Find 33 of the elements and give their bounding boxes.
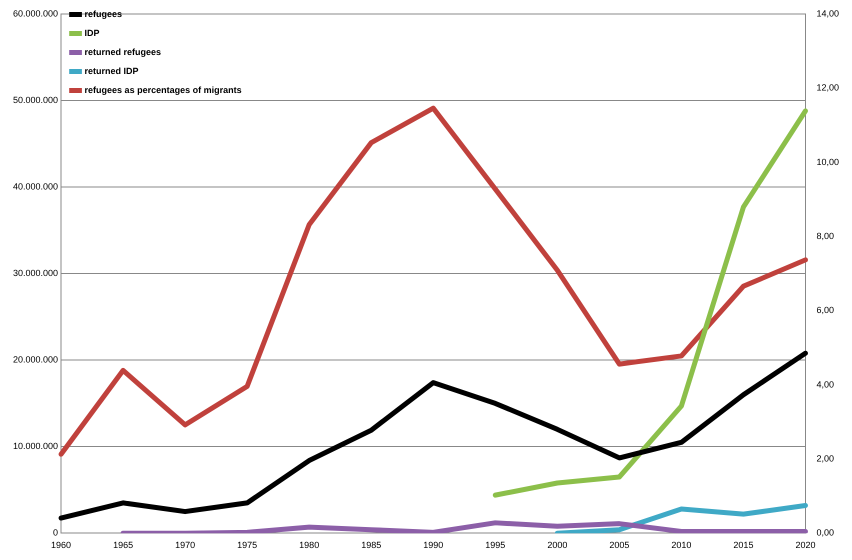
y2-tick-label: 6,00 — [816, 305, 834, 316]
legend-label: IDP — [84, 28, 100, 38]
y2-tick-label: 4,00 — [816, 379, 834, 390]
x-tick-label: 1980 — [299, 540, 320, 550]
x-tick-label: 1995 — [485, 540, 506, 550]
x-tick-label: 2010 — [671, 540, 692, 550]
x-tick-label: 2015 — [733, 540, 754, 550]
y2-tick-label: 12,00 — [816, 82, 840, 93]
y2-tick-label: 10,00 — [816, 156, 840, 167]
y-tick-label: 30.000.000 — [12, 268, 58, 278]
x-tick-label: 1990 — [423, 540, 444, 550]
y-tick-label: 50.000.000 — [12, 95, 58, 106]
y-tick-label: 40.000.000 — [12, 182, 58, 192]
legend-label: returned refugees — [84, 46, 162, 57]
y-tick-label: 0 — [53, 528, 58, 538]
x-tick-label: 1985 — [361, 540, 382, 550]
y2-tick-label: 2,00 — [816, 454, 834, 464]
legend-label: returned IDP — [84, 66, 139, 76]
x-tick-label: 2005 — [609, 540, 630, 550]
y-tick-label: 60.000.000 — [12, 8, 58, 18]
x-tick-label: 1975 — [237, 540, 258, 550]
x-tick-label: 1965 — [113, 540, 134, 550]
legend-label: refugees as percentages of migrants — [84, 84, 242, 95]
x-tick-label: 2020 — [795, 540, 816, 550]
x-tick-label: 2000 — [547, 540, 568, 550]
x-tick-label: 1970 — [175, 540, 196, 550]
y2-tick-label: 0,00 — [816, 528, 834, 538]
y-tick-label: 10.000.000 — [12, 441, 58, 452]
y-tick-label: 20.000.000 — [12, 354, 58, 365]
legend-label: refugees — [84, 8, 122, 19]
x-tick-label: 1960 — [51, 540, 72, 550]
y2-tick-label: 14,00 — [816, 8, 840, 18]
y2-tick-label: 8,00 — [816, 231, 834, 241]
